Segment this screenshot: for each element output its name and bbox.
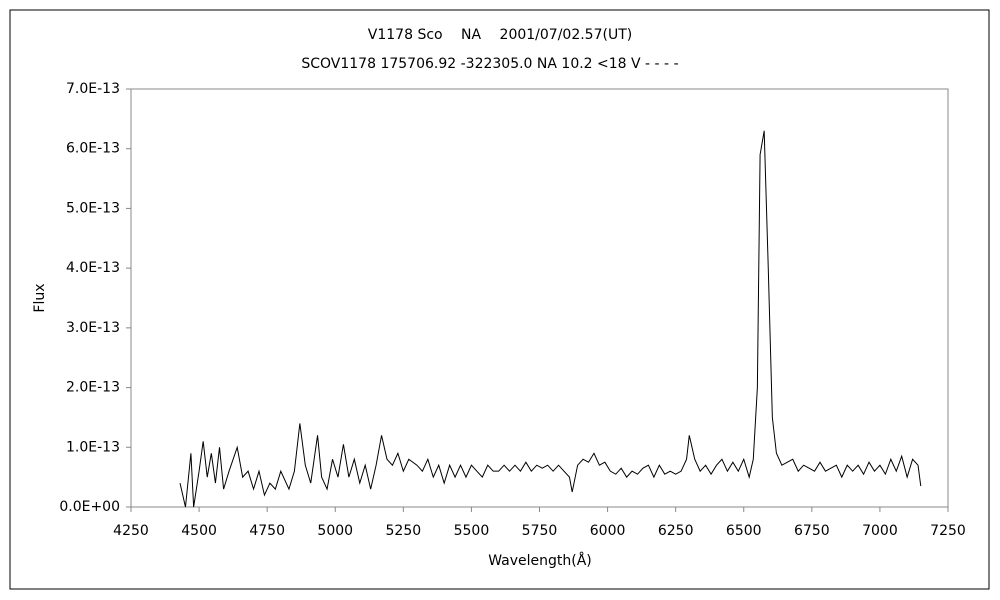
y-tick-label: 2.0E-13 (66, 380, 120, 396)
x-tick-label: 4250 (113, 523, 149, 539)
x-axis-label: Wavelength(Å) (488, 552, 592, 569)
y-tick-label: 6.0E-13 (66, 141, 120, 157)
y-tick-label: 5.0E-13 (66, 200, 120, 216)
y-tick-label: 3.0E-13 (66, 320, 120, 336)
x-tick-label: 6250 (658, 523, 694, 539)
x-tick-label: 7000 (862, 523, 898, 539)
chart-title: V1178 Sco NA 2001/07/02.57(UT) (368, 27, 632, 43)
x-tick-label: 7250 (930, 523, 966, 539)
y-tick-label: 1.0E-13 (66, 439, 120, 455)
x-tick-label: 5500 (454, 523, 490, 539)
x-tick-label: 5000 (317, 523, 353, 539)
y-tick-label: 0.0E+00 (59, 499, 120, 515)
x-tick-label: 6500 (726, 523, 762, 539)
x-tick-label: 4750 (249, 523, 285, 539)
plot-area (130, 88, 949, 508)
y-tick-label: 4.0E-13 (66, 260, 120, 276)
x-tick-label: 5250 (386, 523, 422, 539)
x-tick-label: 4500 (181, 523, 217, 539)
spectrum-line (179, 130, 922, 508)
x-tick-label: 6000 (590, 523, 626, 539)
x-tick-label: 6750 (794, 523, 830, 539)
chart-subtitle: SCOV1178 175706.92 -322305.0 NA 10.2 <18… (301, 56, 678, 72)
y-axis-label: Flux (32, 283, 48, 312)
x-tick-label: 5750 (522, 523, 558, 539)
y-tick-label: 7.0E-13 (66, 81, 120, 97)
